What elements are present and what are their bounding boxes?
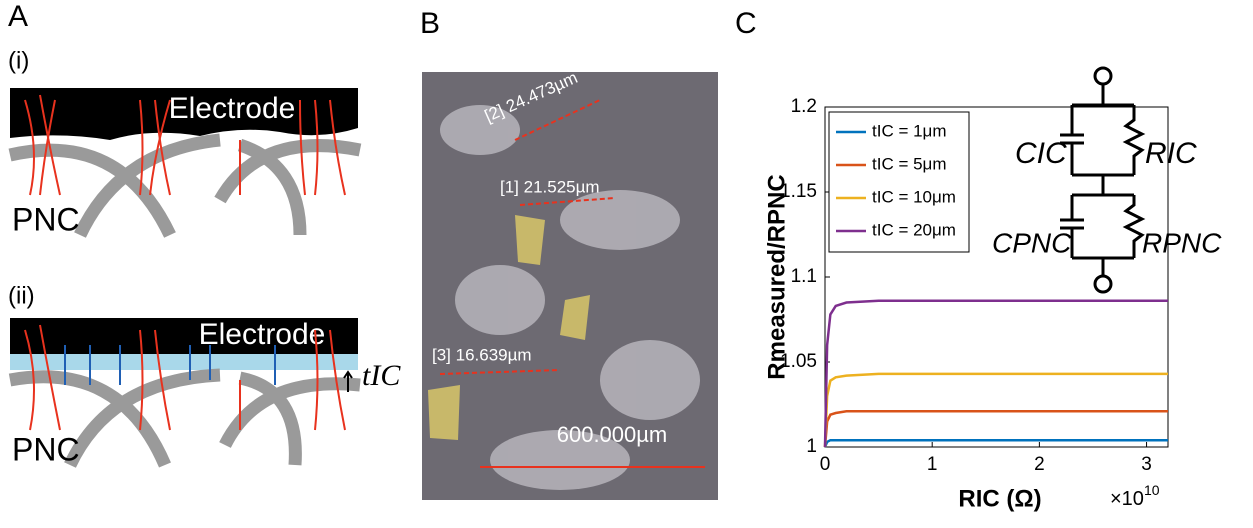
pnc-label: PNC: [12, 431, 80, 467]
x-tick-label: 3: [1141, 454, 1152, 475]
sub-label: (i): [8, 47, 29, 74]
pnc-label: PNC: [12, 201, 80, 237]
circuit-label: RPNC: [1142, 227, 1222, 258]
panel-label: C: [735, 7, 757, 40]
x-tick-label: 2: [1034, 454, 1045, 475]
scale-bar-label: 600.000µm: [557, 422, 668, 447]
legend-label: tIC = 1μm: [872, 121, 947, 140]
panel-a: A (i) Electrode PNC (ii) Electrode PNC t…: [8, 0, 401, 467]
electrode-label: Electrode: [169, 92, 296, 125]
x-multiplier-base: ×10: [1110, 488, 1144, 510]
series-line: [825, 440, 1168, 447]
y-tick-label: 1.2: [791, 96, 817, 117]
measure-label: [1] 21.525µm: [500, 177, 600, 196]
legend-label: tIC = 10μm: [872, 187, 956, 206]
circuit-label: RIC: [1145, 137, 1197, 170]
circuit-label: CPNC: [992, 227, 1072, 258]
y-tick-label: 1.1: [791, 266, 817, 287]
panel-label: A: [8, 0, 28, 33]
x-axis-label: RIC (Ω): [958, 485, 1041, 512]
measure-label: [3] 16.639µm: [432, 345, 532, 364]
y-tick-label: 1: [806, 436, 817, 457]
thickness-label: tIC: [362, 359, 401, 392]
legend-label: tIC = 20μm: [872, 220, 956, 239]
x-tick-label: 0: [820, 454, 831, 475]
x-multiplier: ×1010: [1110, 482, 1160, 511]
series-line: [825, 411, 1168, 447]
panel-b: B [2] 24.473µm [1] 21.525µm [3] 16.639µm…: [420, 7, 718, 500]
legend-label: tIC = 5μm: [872, 154, 947, 173]
x-tick-label: 1: [927, 454, 938, 475]
figure: A (i) Electrode PNC (ii) Electrode PNC t…: [0, 0, 1253, 523]
sub-label: (ii): [8, 282, 35, 309]
y-axis-label: Rmeasured/RPNC: [763, 174, 790, 379]
electrode-label: Electrode: [199, 318, 326, 351]
circuit: [1060, 68, 1142, 292]
interface-layer: [10, 354, 358, 370]
x-multiplier-exp: 10: [1144, 482, 1160, 498]
panel-label: B: [420, 7, 440, 40]
circuit-label: CIC: [1015, 137, 1067, 170]
